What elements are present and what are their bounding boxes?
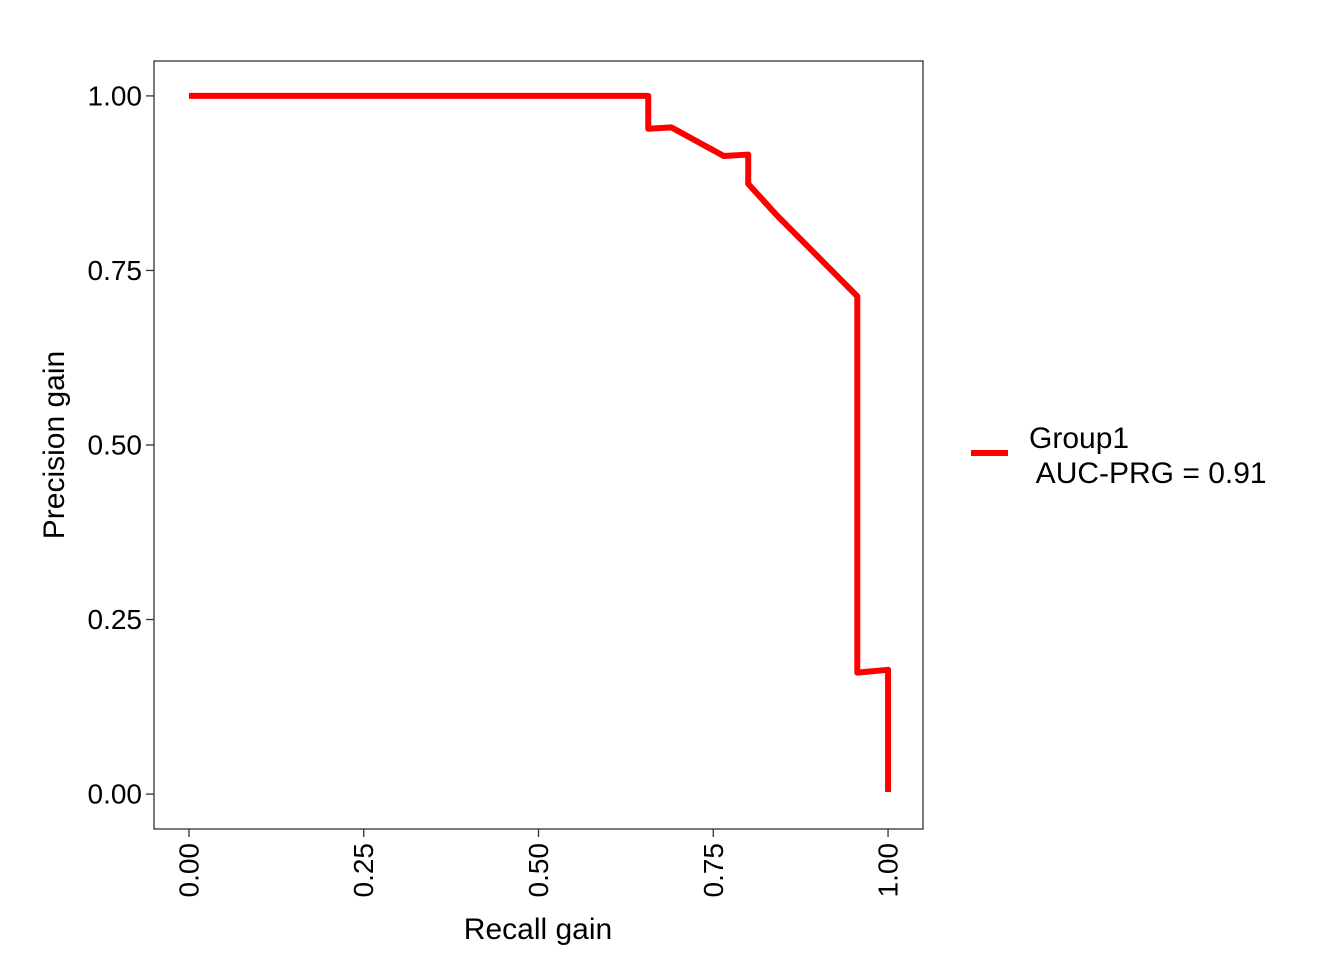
y-tick-label: 0.50 <box>88 430 143 461</box>
y-tick-label: 1.00 <box>88 80 143 111</box>
legend: Group1 AUC-PRG = 0.91 <box>971 422 1267 490</box>
y-axis-label: Precision gain <box>38 351 71 539</box>
y-tick-label: 0.25 <box>88 604 143 635</box>
y-tick-label: 0.00 <box>88 779 143 810</box>
x-tick-label: 0.25 <box>348 843 379 898</box>
x-tick-label: 0.00 <box>173 843 204 898</box>
plot-border <box>153 60 924 830</box>
legend-label-line: Group1 <box>1029 422 1129 455</box>
plot-area <box>153 60 924 830</box>
legend-label-line: AUC-PRG = 0.91 <box>1029 457 1267 490</box>
x-tick-label: 0.50 <box>523 843 554 898</box>
x-tick-label: 0.75 <box>698 843 729 898</box>
x-tick-label: 1.00 <box>873 843 904 898</box>
legend-label: Group1 AUC-PRG = 0.91 <box>1029 422 1267 490</box>
series-line-1 <box>188 92 892 792</box>
x-axis-label: Recall gain <box>464 913 612 946</box>
y-axis: 0.00 0.25 0.50 0.75 1.00 <box>88 80 154 810</box>
y-tick-label: 0.75 <box>88 255 143 286</box>
x-axis: 0.00 0.25 0.50 0.75 1.00 <box>173 829 904 898</box>
